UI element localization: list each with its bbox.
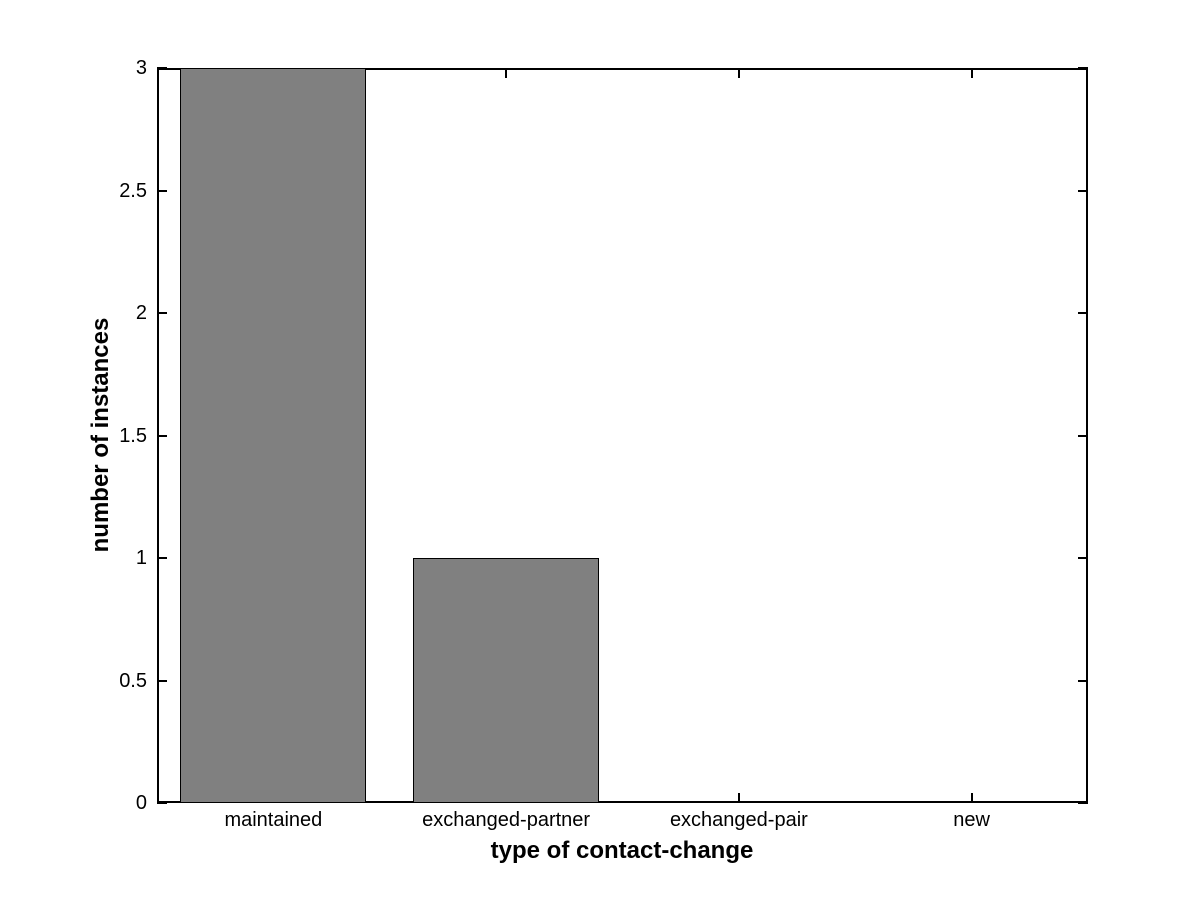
x-tick-bottom	[970, 793, 973, 803]
y-tick-left	[157, 312, 167, 314]
x-tick-label: maintained	[224, 809, 323, 831]
bar-exchanged-partner	[413, 558, 600, 803]
x-tick-bottom	[737, 793, 740, 803]
y-tick-left	[157, 679, 167, 682]
x-tick-top	[737, 68, 740, 78]
y-tick-label: 2.5	[119, 179, 147, 202]
y-tick-label: 0	[135, 792, 147, 814]
y-tick-right	[1078, 679, 1088, 682]
y-tick-right	[1078, 557, 1088, 559]
x-tick-label: new	[953, 809, 990, 831]
y-tick-label: 2	[135, 302, 147, 324]
y-tick-left	[157, 189, 167, 192]
x-tick-top	[970, 68, 973, 78]
y-tick-label: 1.5	[119, 424, 147, 447]
x-tick-label: exchanged-partner	[422, 809, 591, 831]
y-tick-right	[1078, 189, 1088, 192]
bar-maintained	[180, 68, 367, 803]
y-tick-label: 3	[135, 57, 147, 79]
y-tick-right	[1078, 312, 1088, 314]
y-tick-right	[1078, 67, 1088, 69]
y-tick-label: 0.5	[119, 669, 147, 692]
y-tick-left	[157, 434, 167, 437]
x-tick-label: exchanged-pair	[669, 809, 808, 831]
y-tick-right	[1078, 802, 1088, 804]
y-tick-right	[1078, 434, 1088, 437]
y-tick-left	[157, 557, 167, 559]
x-axis-label: type of contact-change	[490, 837, 754, 864]
y-tick-left	[157, 802, 167, 804]
y-tick-left	[157, 67, 167, 69]
y-tick-label: 1	[135, 547, 147, 569]
x-tick-top	[505, 68, 508, 78]
